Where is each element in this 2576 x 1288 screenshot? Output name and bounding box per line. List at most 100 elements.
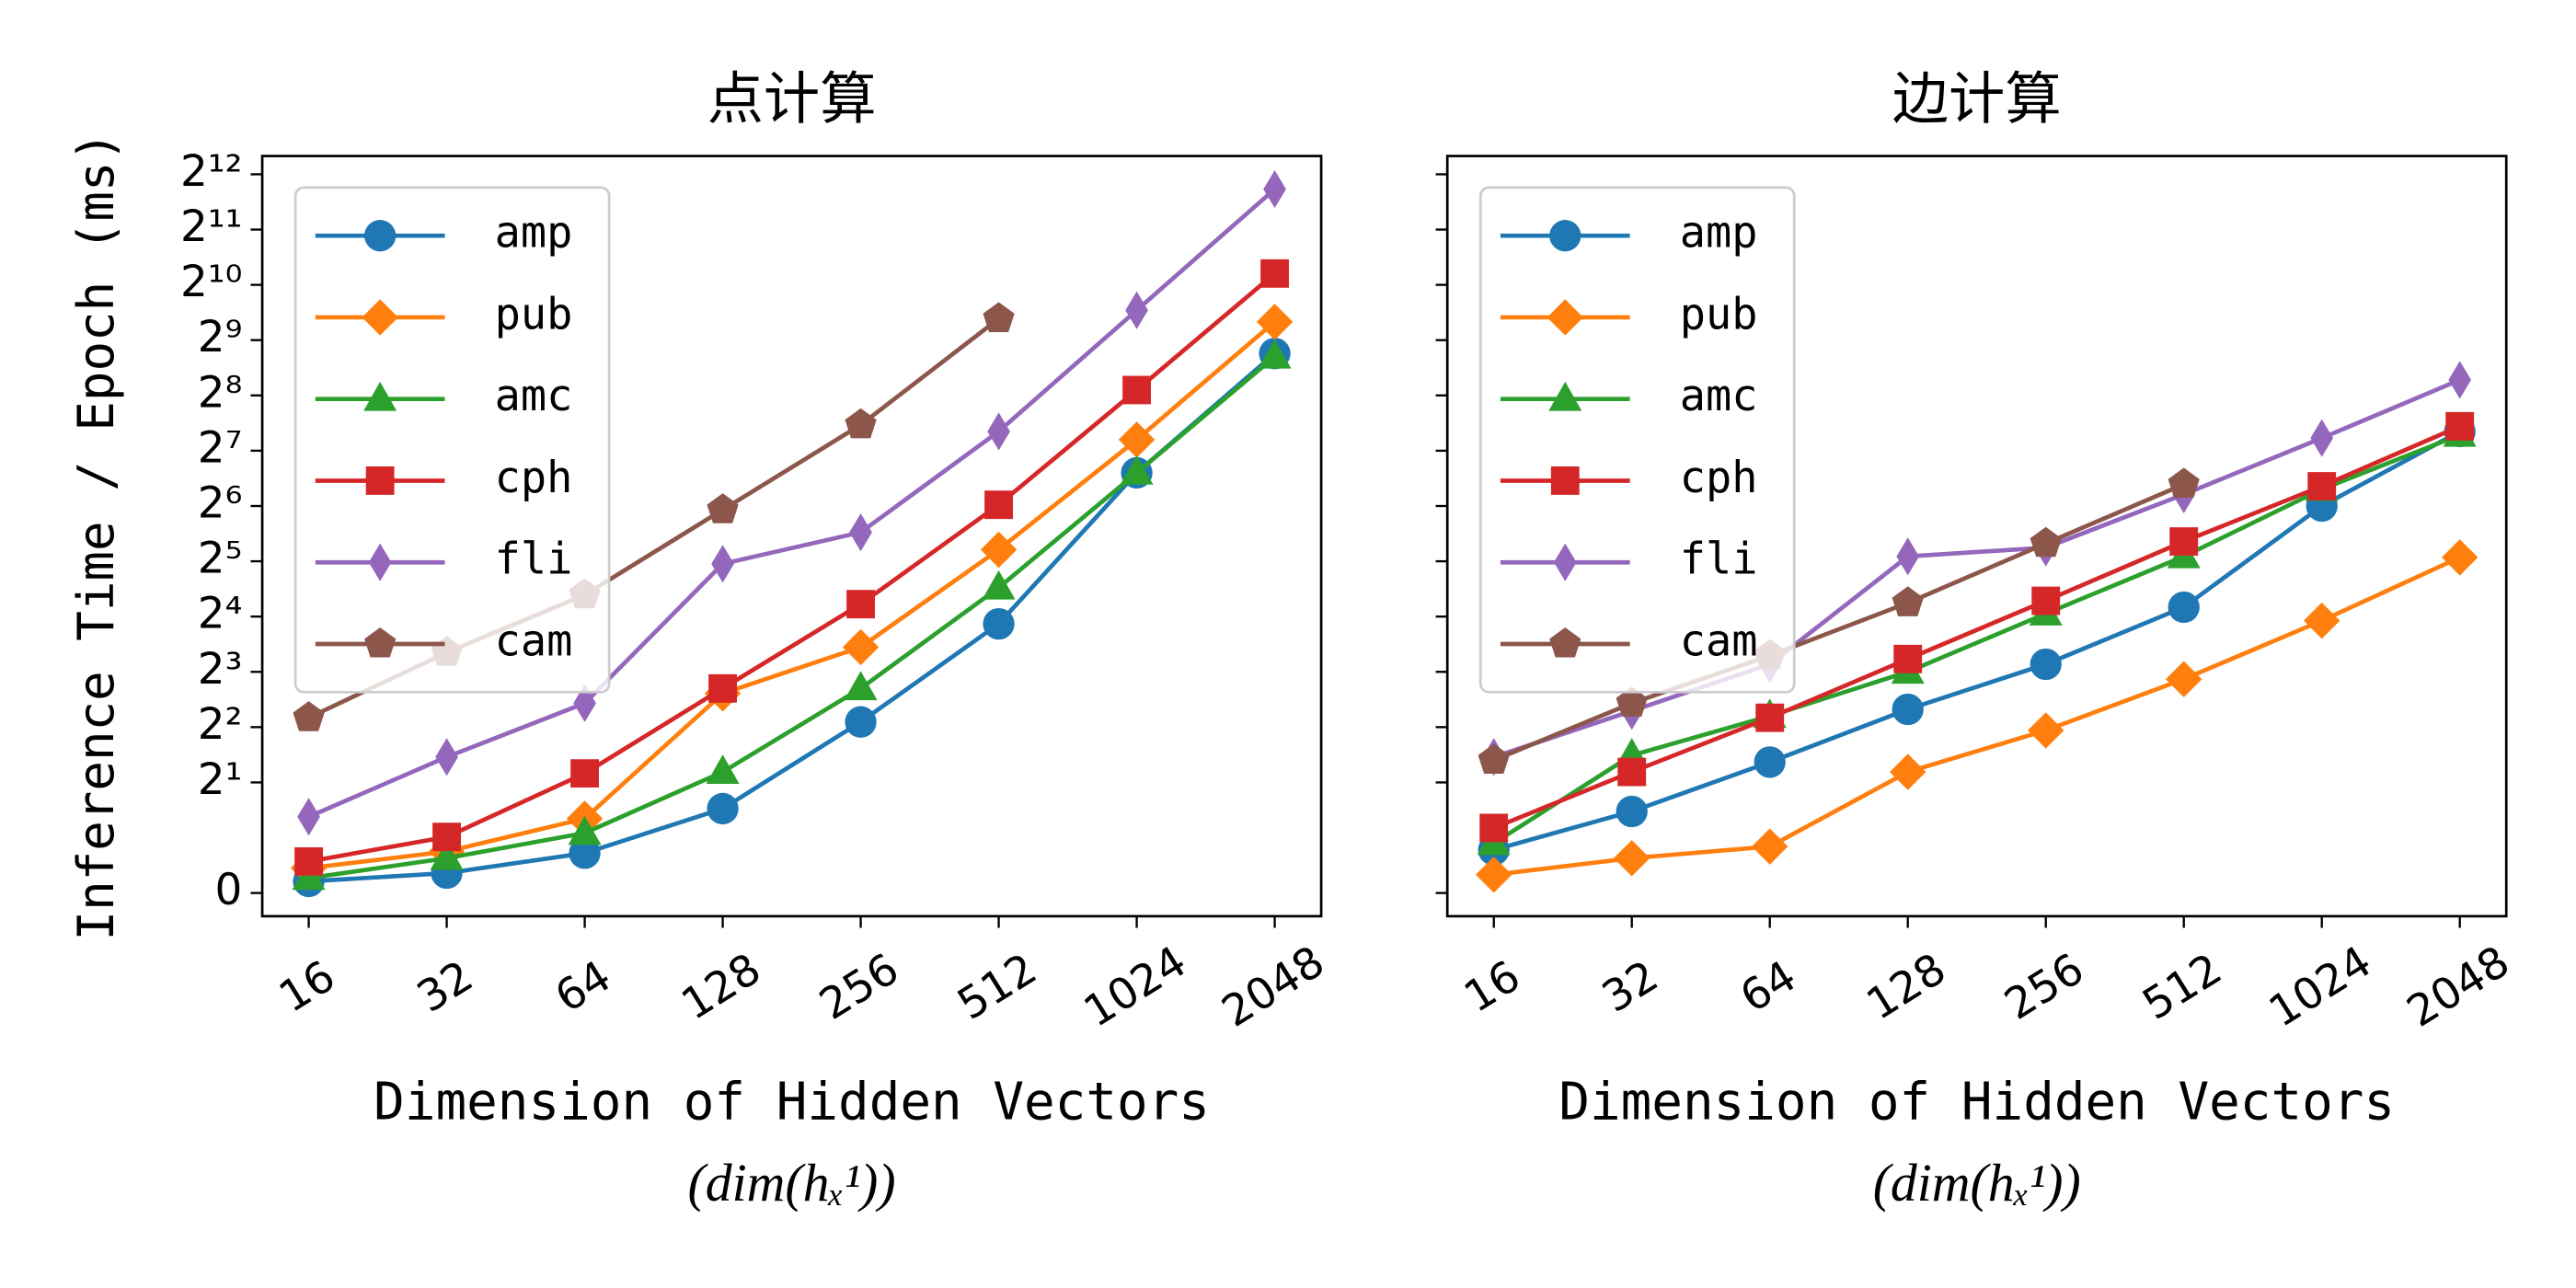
data-point	[845, 706, 877, 738]
data-point	[1479, 813, 1509, 843]
data-point	[2030, 648, 2062, 681]
legend-marker	[1550, 466, 1580, 495]
data-point	[1892, 693, 1924, 726]
data-point	[987, 412, 1010, 451]
data-point	[707, 493, 739, 523]
data-point	[980, 531, 1018, 569]
x-tick-label: 256	[1996, 944, 2093, 1030]
x-tick-label: 512	[2134, 944, 2231, 1030]
legend-label: fli	[1680, 535, 1758, 585]
legend-marker	[363, 381, 397, 411]
data-point	[1614, 840, 1650, 877]
legend-label: amp	[495, 208, 573, 259]
series-line	[1492, 377, 2461, 760]
y-tick-label: 2⁹	[198, 312, 243, 362]
plot-frame	[1445, 155, 2508, 918]
data-point	[568, 815, 602, 845]
x-axis-label: Dimension of Hidden Vectors	[1558, 1073, 2395, 1133]
legend-marker	[1553, 543, 1577, 581]
x-tick-label: 16	[1455, 951, 1529, 1023]
legend-marker	[364, 627, 397, 658]
data-point	[1125, 291, 1148, 329]
data-point	[2166, 661, 2202, 697]
data-point	[706, 754, 740, 784]
y-tick-label: 2¹⁰	[180, 257, 242, 307]
data-point	[1755, 703, 1785, 732]
y-tick-label: 2⁴	[198, 589, 243, 639]
data-point	[2031, 586, 2061, 615]
chart-title: 边计算	[1892, 66, 2062, 132]
legend-marker	[365, 466, 395, 495]
legend-label: amc	[495, 371, 573, 421]
y-tick-label: 2⁸	[198, 367, 243, 418]
plot-frame	[260, 155, 1323, 918]
legend-marker	[364, 220, 397, 252]
series-line	[1492, 432, 2461, 845]
data-point	[844, 671, 878, 701]
data-point	[983, 302, 1015, 332]
x-tick-label: 1024	[1075, 937, 1195, 1038]
data-point	[842, 628, 880, 666]
data-point	[1260, 259, 1289, 288]
legend-label: cam	[1680, 616, 1758, 667]
data-point	[845, 408, 877, 439]
legend-marker	[368, 543, 392, 581]
data-point	[2168, 467, 2200, 498]
data-point	[2304, 602, 2340, 639]
data-point	[569, 837, 601, 869]
series-line	[308, 354, 1277, 880]
legend-marker	[1549, 220, 1581, 252]
y-tick-label: 2¹¹	[180, 201, 242, 252]
data-point	[1754, 746, 1786, 778]
y-tick-label: 2⁵	[198, 534, 243, 584]
series-line	[1493, 429, 2461, 853]
series-line	[1492, 482, 2185, 763]
data-point	[982, 569, 1016, 600]
legend-label: cph	[1680, 453, 1758, 503]
data-point	[2169, 527, 2199, 557]
data-point	[2030, 526, 2062, 558]
y-tick-label: 2¹	[198, 754, 243, 805]
data-point	[2028, 712, 2064, 749]
data-point	[1617, 757, 1647, 787]
y-axis-label: Inference Time / Epoch (ms)	[67, 132, 125, 941]
x-tick-label: 128	[1858, 944, 1955, 1030]
x-tick-label: 256	[811, 944, 907, 1030]
data-point	[2307, 472, 2337, 500]
x-tick-label: 2048	[1213, 937, 1333, 1038]
legend-label: amc	[1680, 371, 1758, 421]
x-tick-label: 512	[949, 944, 1045, 1030]
series-line	[308, 351, 1277, 884]
x-tick-label: 1024	[2260, 937, 2380, 1038]
x-tick-label: 32	[408, 951, 482, 1023]
legend-marker	[362, 299, 398, 336]
data-point	[2168, 591, 2200, 624]
data-point	[2310, 419, 2334, 457]
data-point	[1896, 537, 1920, 576]
data-point	[1892, 586, 1924, 616]
y-tick-label: 2³	[198, 644, 243, 695]
data-point	[1256, 304, 1294, 340]
x-axis-label-math: (dim(hₓ¹))	[688, 1155, 896, 1213]
data-point	[707, 792, 739, 825]
chart-title: 点计算	[707, 66, 877, 132]
data-point	[1478, 743, 1510, 774]
x-axis-label-math: (dim(hₓ¹))	[1873, 1155, 2081, 1213]
x-tick-label: 2048	[2398, 937, 2518, 1038]
x-tick-label: 64	[546, 951, 620, 1023]
data-point	[1476, 857, 1512, 893]
data-point	[846, 590, 875, 619]
data-point	[573, 684, 596, 722]
data-point	[2448, 361, 2472, 399]
series-line	[307, 187, 1277, 819]
data-point	[1616, 686, 1648, 717]
x-tick-label: 64	[1731, 951, 1805, 1023]
data-point	[432, 822, 461, 852]
data-point	[297, 798, 320, 836]
data-point	[2442, 539, 2478, 576]
data-point	[1258, 339, 1292, 369]
x-tick-label: 16	[270, 951, 344, 1023]
data-point	[1120, 455, 1154, 485]
